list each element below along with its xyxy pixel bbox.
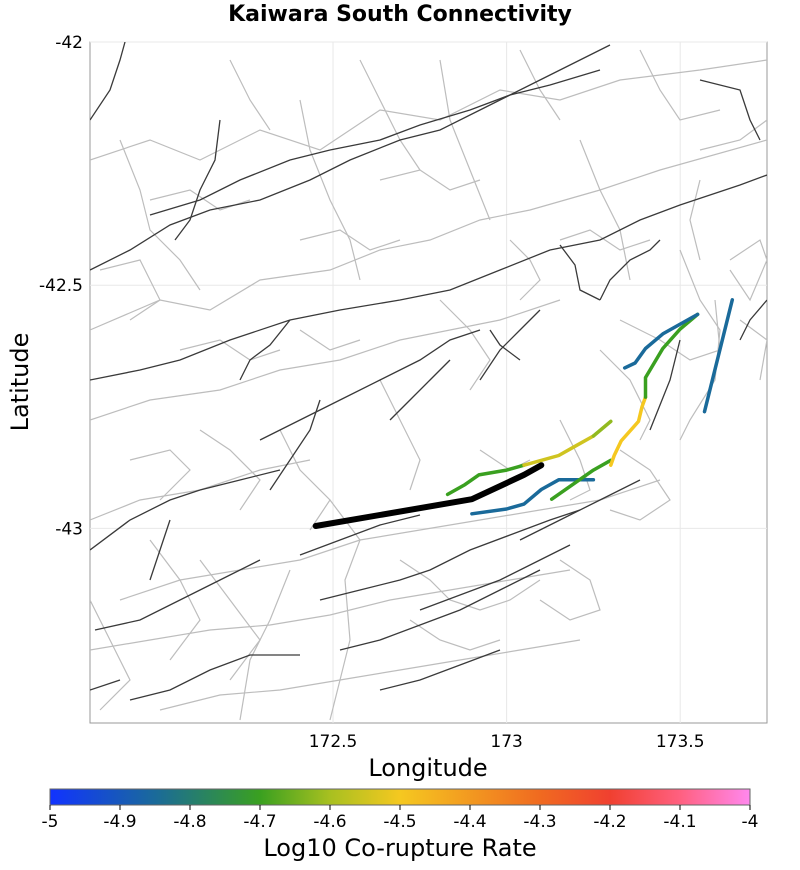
y-tick-label: -42.5 <box>39 276 83 296</box>
x-tick-label: 173 <box>490 732 522 752</box>
y-axis-label: Latitude <box>6 333 34 432</box>
colorbar-tick-label: -4.4 <box>453 812 486 832</box>
rupture-segment <box>445 463 526 497</box>
colorbar-tick-label: -4.8 <box>173 812 206 832</box>
colorbar-label: Log10 Co-rupture Rate <box>263 834 536 862</box>
colorbar-tick-label: -4.3 <box>523 812 556 832</box>
colorbar-tick-label: -4.6 <box>313 812 346 832</box>
y-axis-ticks: -42 -42.5 -43 <box>39 33 83 539</box>
rupture-segment <box>643 312 700 399</box>
colorbar <box>49 788 751 806</box>
colorbar-tick-label: -5 <box>42 812 59 832</box>
colorbar-tick-label: -4.9 <box>103 812 136 832</box>
colorbar-tick-label: -4.2 <box>593 812 626 832</box>
target-fault <box>312 462 545 529</box>
colorbar-ticks: -5 -4.9 -4.8 -4.7 -4.6 -4.5 -4.4 -4.3 -4.2 -4.1 -4 <box>42 805 759 832</box>
rupture-segment <box>591 419 613 438</box>
rupture-segments <box>445 298 735 516</box>
colorbar-tick-label: -4 <box>742 812 759 832</box>
y-tick-label: -43 <box>55 519 83 539</box>
colorbar-tick-label: -4.5 <box>383 812 416 832</box>
rupture-segment <box>549 458 613 501</box>
target-fault-trace <box>312 462 545 529</box>
x-axis-ticks: 172.5 173 173.5 <box>309 732 705 752</box>
rupture-segment <box>522 434 596 467</box>
x-tick-label: 173.5 <box>656 732 705 752</box>
plot-area <box>89 41 768 724</box>
rupture-segment <box>622 312 700 370</box>
x-tick-label: 172.5 <box>309 732 358 752</box>
rupture-segment <box>609 395 648 467</box>
y-tick-label: -42 <box>55 33 83 53</box>
colorbar-tick-label: -4.7 <box>243 812 276 832</box>
chart-title: Kaiwara South Connectivity <box>228 2 572 27</box>
rupture-segment <box>702 298 735 414</box>
rupture-segment <box>470 478 596 516</box>
x-axis-label: Longitude <box>368 754 487 782</box>
colorbar-tick-label: -4.1 <box>663 812 696 832</box>
